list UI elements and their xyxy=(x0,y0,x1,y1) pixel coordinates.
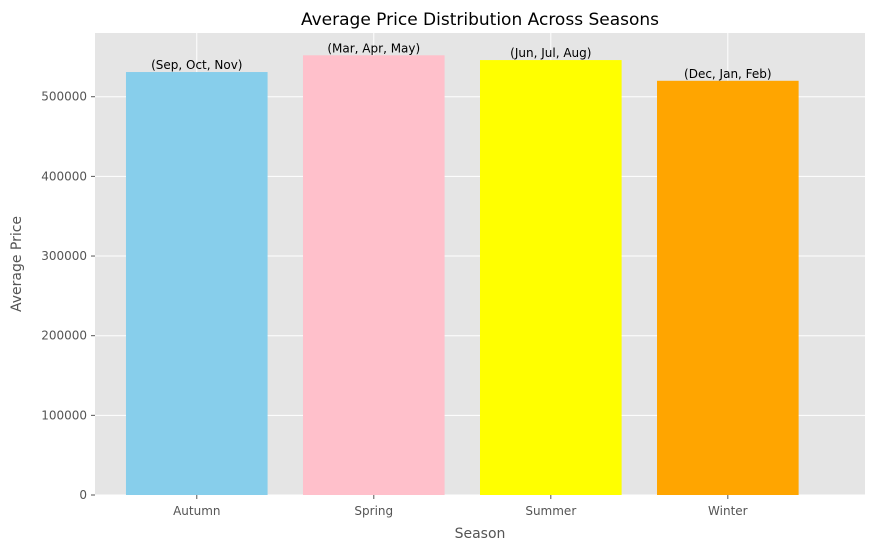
bar-label-spring: (Mar, Apr, May) xyxy=(327,41,420,55)
x-tick-label: Winter xyxy=(708,504,748,518)
bar-spring xyxy=(302,55,445,496)
bar-label-winter: (Dec, Jan, Feb) xyxy=(684,67,772,81)
x-tick-label: Summer xyxy=(525,504,576,518)
y-tick-label: 400000 xyxy=(41,169,87,183)
bar-summer xyxy=(480,60,622,495)
x-tick-label: Spring xyxy=(354,504,393,518)
bar-autumn xyxy=(125,72,268,495)
y-tick-label: 300000 xyxy=(41,249,87,263)
y-tick-label: 200000 xyxy=(41,329,87,343)
y-tick-label: 500000 xyxy=(41,90,87,104)
bars xyxy=(125,55,799,496)
bar-winter xyxy=(657,80,799,496)
bar-label-autumn: (Sep, Oct, Nov) xyxy=(151,58,242,72)
y-ticks: 0 100000 200000 300000 400000 500000 xyxy=(41,90,95,502)
y-tick-label: 0 xyxy=(79,488,87,502)
x-ticks: Autumn Spring Summer Winter xyxy=(173,495,748,518)
chart-title: Average Price Distribution Across Season… xyxy=(301,10,659,30)
x-axis-label: Season xyxy=(455,526,506,542)
x-tick-label: Autumn xyxy=(173,504,220,518)
y-axis-label: Average Price xyxy=(9,216,25,312)
y-tick-label: 100000 xyxy=(41,408,87,422)
bar-labels: (Sep, Oct, Nov) (Mar, Apr, May) (Jun, Jul,… xyxy=(151,41,772,80)
bar-label-summer: (Jun, Jul, Aug) xyxy=(510,46,591,60)
